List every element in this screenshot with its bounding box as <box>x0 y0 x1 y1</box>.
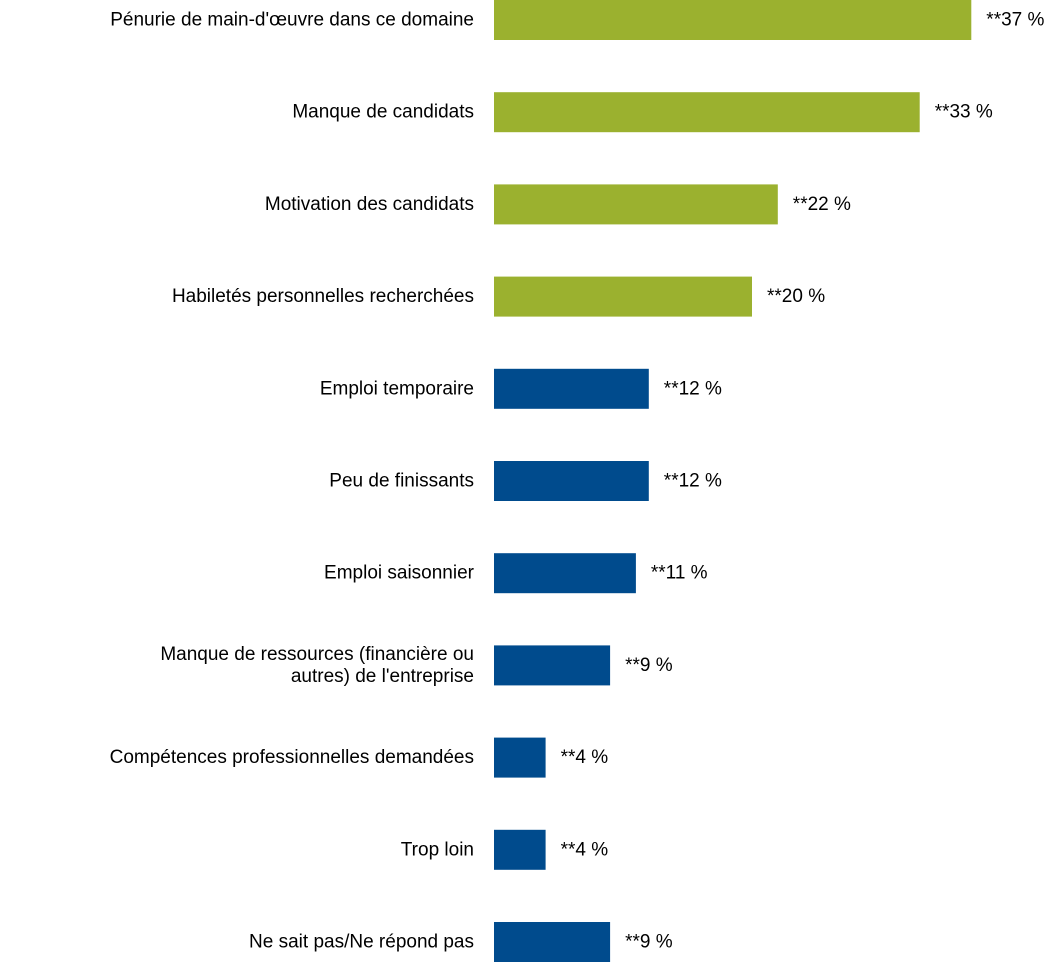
category-label-line: Peu de finissants <box>329 471 474 492</box>
category-label-line: Compétences professionnelles demandées <box>110 747 474 768</box>
category-label-line: Trop loin <box>401 839 474 860</box>
category-label-line: Manque de candidats <box>292 102 474 123</box>
bar-3 <box>494 184 778 225</box>
category-label-4: Habiletés personnelles recherchées <box>172 286 474 307</box>
bar-11 <box>494 922 611 962</box>
value-label-6: **12 % <box>664 471 722 492</box>
value-label-7: **11 % <box>651 563 708 584</box>
value-label-1: **37 % <box>986 10 1044 31</box>
bar-7 <box>494 553 636 594</box>
category-label-line: Emploi saisonnier <box>324 563 475 584</box>
category-label-line: Manque de ressources (financière ou <box>160 644 474 665</box>
category-label-7: Emploi saisonnier <box>324 563 475 584</box>
bar-10 <box>494 829 546 870</box>
value-label-4: **20 % <box>767 286 825 307</box>
value-label-3: **22 % <box>793 194 851 215</box>
category-label-line: Ne sait pas/Ne répond pas <box>249 932 474 953</box>
value-label-2: **33 % <box>935 102 993 123</box>
value-label-11: **9 % <box>625 932 673 953</box>
category-label-1: Pénurie de main-d'œuvre dans ce domaine <box>110 10 474 31</box>
category-label-line: Habiletés personnelles recherchées <box>172 286 474 307</box>
bars-layer <box>494 0 972 962</box>
category-label-line: autres) de l'entreprise <box>291 666 474 687</box>
category-labels-layer: Pénurie de main-d'œuvre dans ce domaine M… <box>110 10 475 953</box>
value-labels-layer: **37 % **33 % **22 % **20 % **12 % **12 % **11… <box>561 10 1045 953</box>
category-label-line: Emploi temporaire <box>320 378 474 399</box>
category-label-9: Compétences professionnelles demandées <box>110 747 474 768</box>
category-label-line: Motivation des candidats <box>265 194 474 215</box>
value-label-5: **12 % <box>664 378 722 399</box>
category-label-11: Ne sait pas/Ne répond pas <box>249 932 474 953</box>
bar-8 <box>494 645 611 686</box>
bar-9 <box>494 737 546 778</box>
category-label-6: Peu de finissants <box>329 471 474 492</box>
value-label-10: **4 % <box>561 839 609 860</box>
category-label-10: Trop loin <box>401 839 474 860</box>
category-label-8: Manque de ressources (financière ou autre… <box>160 644 474 687</box>
category-label-5: Emploi temporaire <box>320 378 474 399</box>
bar-5 <box>494 368 649 409</box>
value-label-8: **9 % <box>625 655 673 676</box>
category-label-line: Pénurie de main-d'œuvre dans ce domaine <box>110 10 474 31</box>
category-label-3: Motivation des candidats <box>265 194 474 215</box>
category-label-2: Manque de candidats <box>292 102 474 123</box>
value-label-9: **4 % <box>561 747 609 768</box>
bar-1 <box>494 0 972 40</box>
bar-2 <box>494 92 920 133</box>
bar-6 <box>494 461 649 501</box>
bar-4 <box>494 276 752 317</box>
